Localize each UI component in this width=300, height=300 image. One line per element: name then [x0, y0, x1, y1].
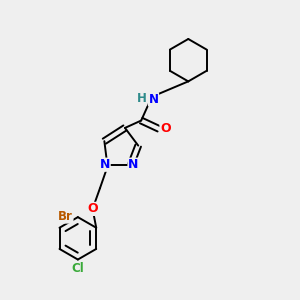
Text: Cl: Cl [71, 262, 84, 275]
Text: O: O [160, 122, 171, 135]
Text: H: H [137, 92, 147, 105]
Text: O: O [87, 202, 98, 215]
Text: N: N [100, 158, 110, 171]
Text: Br: Br [58, 210, 73, 223]
Text: N: N [128, 158, 138, 171]
Text: N: N [148, 93, 158, 106]
